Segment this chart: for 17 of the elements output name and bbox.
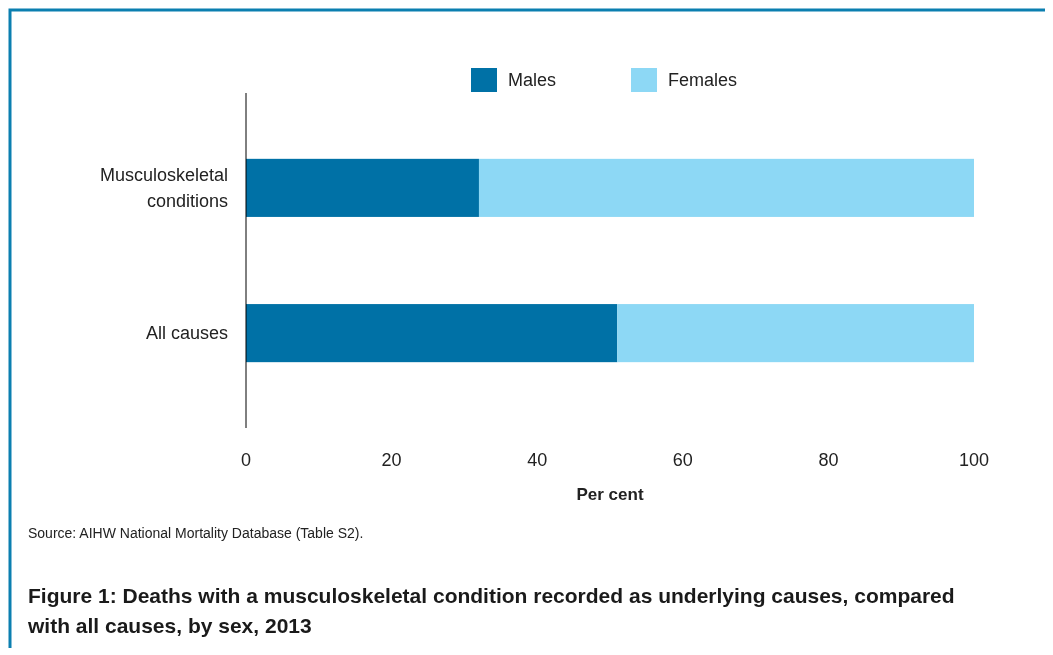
x-tick-label: 20 — [381, 450, 402, 470]
legend-label: Females — [668, 70, 738, 90]
bar — [617, 304, 974, 363]
legend-label: Males — [508, 70, 557, 90]
y-tick-label: All causes — [145, 323, 228, 344]
bar — [478, 158, 974, 217]
source-note: Source: AIHW National Mortality Database (Table S2). — [28, 525, 364, 541]
x-tick-label: 100 — [958, 450, 990, 470]
x-axis-title: Per cent — [576, 485, 644, 504]
x-tick-label: 60 — [672, 450, 693, 470]
text: Figure 1: Deaths with a musculoskeletal condition recorded as underlying causes, compared with all causes, by sex, 2013 — [27, 584, 955, 637]
x-tick-label: 80 — [818, 450, 839, 470]
x-tick-label: 40 — [527, 450, 548, 470]
x-tick-label: 0 — [240, 450, 252, 470]
bar — [246, 158, 479, 217]
y-tick-label: Musculoskeletal conditions — [99, 164, 228, 211]
bar — [246, 304, 618, 363]
